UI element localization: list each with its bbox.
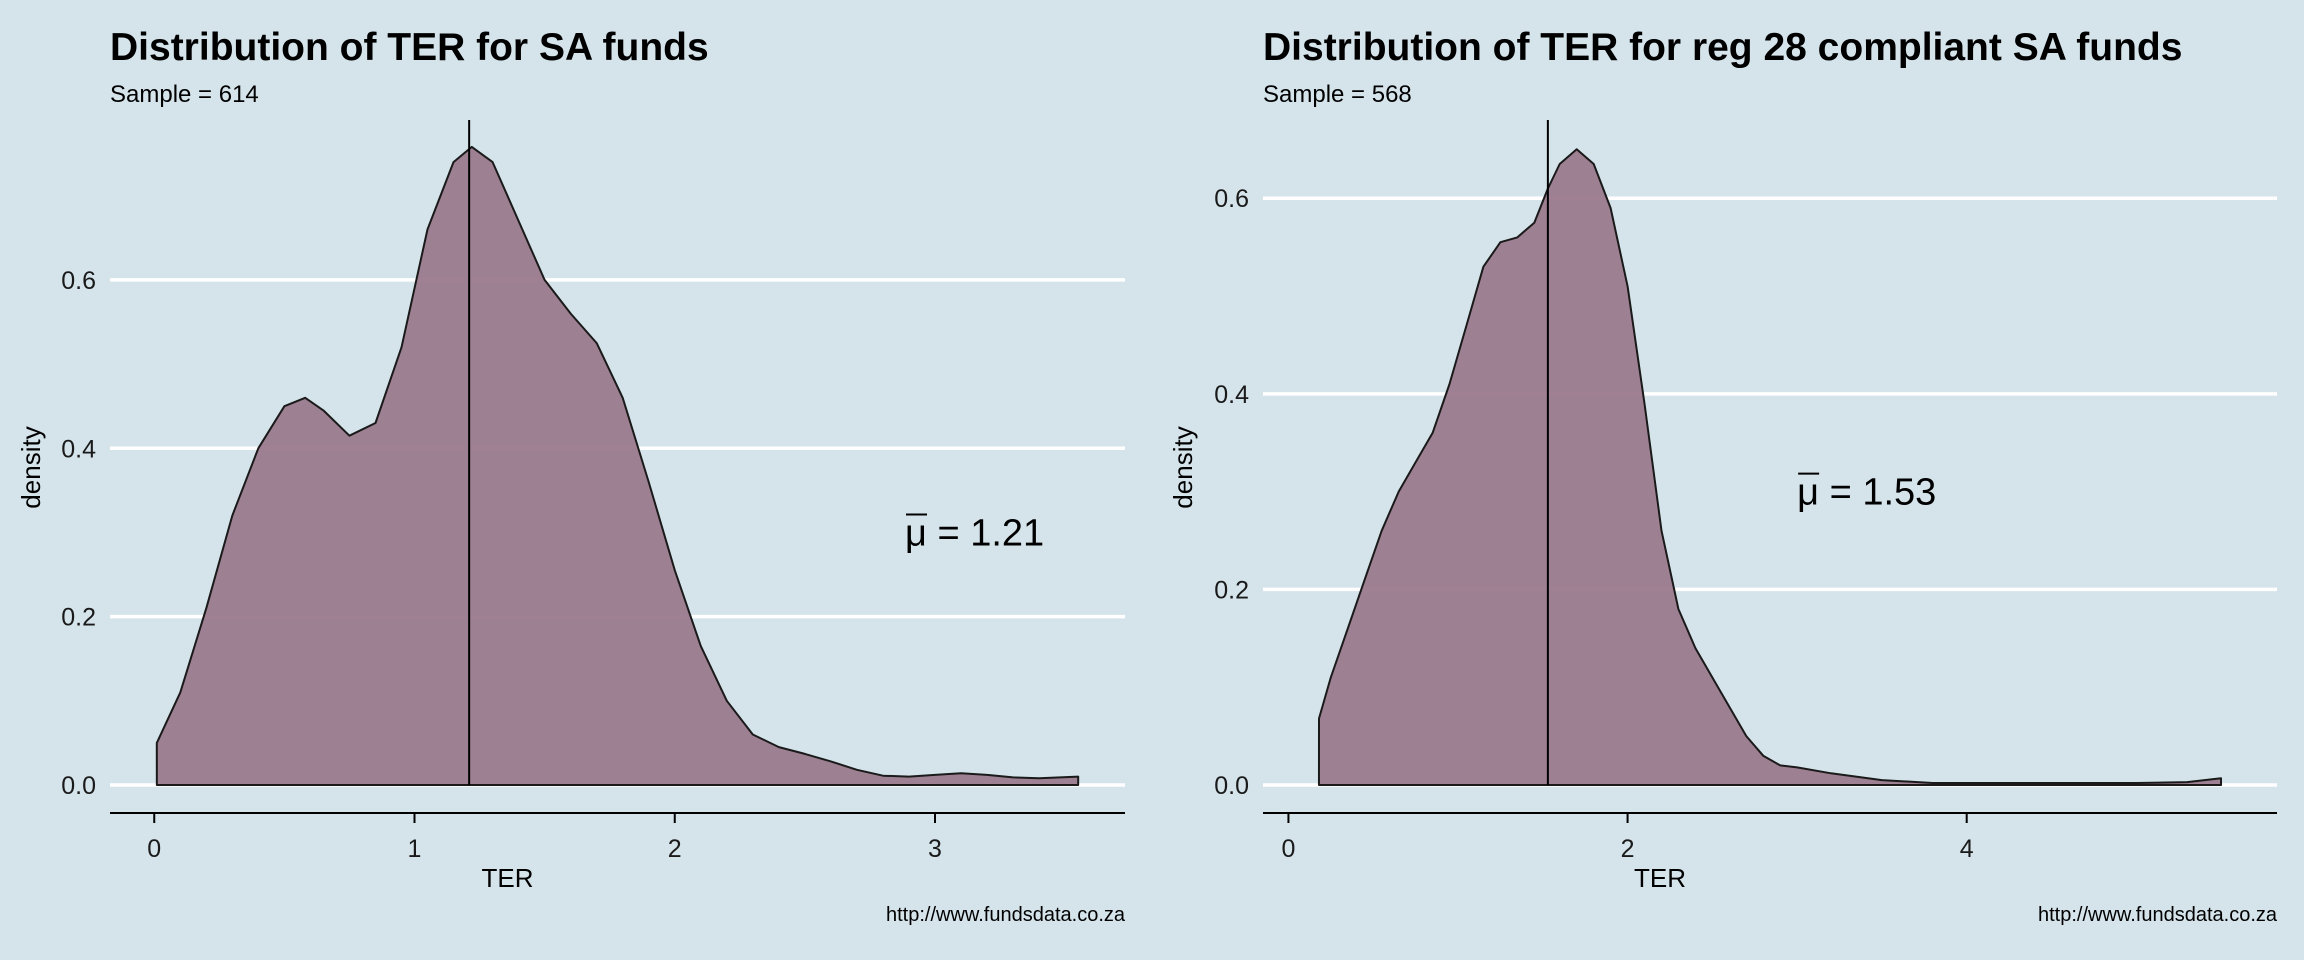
density-area: [1317, 148, 2223, 786]
y-axis-label: density: [16, 426, 46, 508]
x-tick-label: 2: [668, 835, 682, 863]
x-tick-label: 1: [408, 835, 422, 863]
y-tick-label: 0.0: [1214, 772, 1249, 800]
y-tick-label: 0.6: [1214, 185, 1249, 213]
x-tick-label: 4: [1960, 835, 1974, 863]
chart-subtitle: Sample = 568: [1263, 81, 1412, 108]
y-tick-label: 0.4: [1214, 381, 1249, 409]
mu-symbol: μ: [1797, 472, 1819, 514]
y-axis-label: density: [1168, 426, 1198, 508]
mu-symbol: μ: [905, 512, 927, 554]
x-tick-label: 3: [928, 835, 942, 863]
y-tick-label: 0.2: [1214, 576, 1249, 604]
mean-value: = 1.53: [1819, 472, 1936, 514]
x-tick-label: 0: [1281, 835, 1295, 863]
chart-subtitle: Sample = 614: [110, 81, 259, 108]
x-tick-label: 0: [147, 835, 161, 863]
y-tick-label: 0.4: [61, 435, 96, 463]
y-tick-label: 0.0: [61, 772, 96, 800]
chart-panel-2: 0.0 0.2 0.4 0.6 0 2 4 μ = 1.53 Distribution of T…: [1168, 26, 2278, 926]
density-area: [155, 145, 1080, 786]
source-caption: http://www.fundsdata.co.za: [2038, 904, 2278, 926]
chart-panel-1: 0.0 0.2 0.4 0.6 0 1 2 3 μ = 1.21 Distribution of …: [16, 26, 1126, 926]
chart-title: Distribution of TER for SA funds: [110, 26, 709, 69]
chart-title: Distribution of TER for reg 28 compliant…: [1263, 26, 2182, 69]
mean-value: = 1.21: [927, 512, 1044, 554]
y-tick-label: 0.6: [61, 267, 96, 295]
mean-annotation: μ = 1.53: [1797, 472, 1936, 514]
y-tick-label: 0.2: [61, 604, 96, 632]
mean-annotation: μ = 1.21: [905, 512, 1044, 554]
source-caption: http://www.fundsdata.co.za: [886, 904, 1126, 926]
x-tick-label: 2: [1621, 835, 1635, 863]
x-axis-label: TER: [482, 863, 534, 893]
x-axis-label: TER: [1634, 863, 1686, 893]
